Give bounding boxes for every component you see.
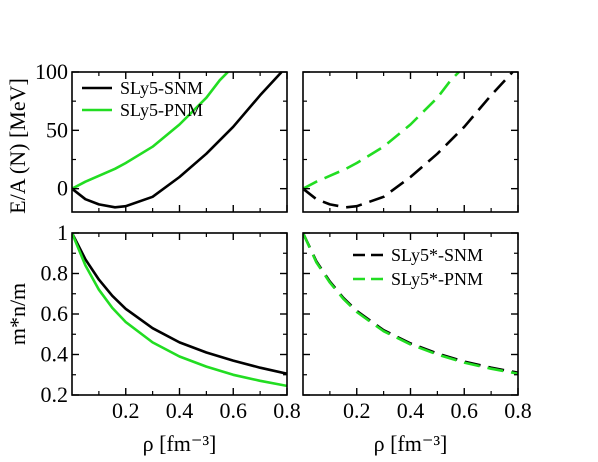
series-line-sly5-snm xyxy=(72,72,283,209)
series-line-snm xyxy=(72,233,287,375)
plot-frame xyxy=(302,71,519,213)
series-line-unnamed-0 xyxy=(303,72,514,209)
x-tick-label: 0.8 xyxy=(504,398,532,423)
legend-label: SLy5*-PNM xyxy=(391,269,483,289)
x-tick-label: 0.2 xyxy=(343,398,371,423)
legend: SLy5*-SNM SLy5*-PNM xyxy=(353,245,483,289)
series-line-pnm xyxy=(72,233,287,388)
y-tick-label: 50 xyxy=(46,117,68,142)
legend-label: SLy5*-SNM xyxy=(391,245,483,265)
y-tick-label: 100 xyxy=(35,59,68,84)
legend-label: SLy5-PNM xyxy=(120,100,203,120)
x-axis-label: ρ [fm⁻³] xyxy=(374,431,448,456)
y-axis-label: m*n/m xyxy=(5,283,30,345)
x-tick-label: 0.6 xyxy=(451,398,479,423)
series-line-unnamed-1 xyxy=(303,72,460,190)
plot-frame xyxy=(71,232,288,396)
y-tick-label: 1 xyxy=(57,220,68,245)
y-tick-label: 0 xyxy=(57,176,68,201)
x-tick-label: 0.4 xyxy=(166,398,194,423)
panel-bottom-left: 0.2 0.4 0.6 0.8 0.2 0.4 0.6 0.8 1 ρ [fm⁻³] m*n/m xyxy=(5,220,301,456)
y-tick-label: 0.8 xyxy=(41,261,69,286)
y-tick-label: 0.4 xyxy=(41,342,69,367)
panel-top-right xyxy=(302,71,519,213)
y-tick-label: 0.2 xyxy=(41,382,69,407)
panel-bottom-right: 0.2 0.4 0.6 0.8 ρ [fm⁻³] SLy5*-SNM SLy5*-PNM xyxy=(302,232,532,456)
x-tick-label: 0.2 xyxy=(112,398,140,423)
series-line-sly5-pnm xyxy=(72,72,229,190)
y-axis-label: E/A (N) [MeV] xyxy=(5,78,30,214)
x-tick-label: 0.6 xyxy=(220,398,248,423)
x-axis-label: ρ [fm⁻³] xyxy=(143,431,217,456)
series-line-sly5-pnm xyxy=(303,233,518,375)
x-tick-label: 0.4 xyxy=(397,398,425,423)
legend-label: SLy5-SNM xyxy=(120,78,203,98)
y-tick-label: 0.6 xyxy=(41,301,69,326)
x-tick-label: 0.8 xyxy=(273,398,301,423)
